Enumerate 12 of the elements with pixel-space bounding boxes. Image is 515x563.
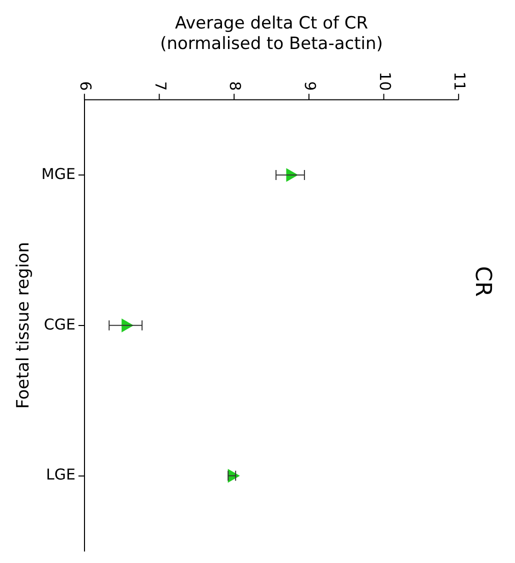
x-axis-title: Average delta Ct of CR (normalised to Beta-actin) <box>160 14 383 54</box>
x-tick-label: 10 <box>376 72 394 91</box>
y-tick-label: MGE <box>41 164 76 183</box>
y-tick-label: CGE <box>44 315 76 334</box>
x-tick-label: 9 <box>301 81 320 91</box>
x-tick-label: 8 <box>226 81 244 91</box>
x-tick-label: 6 <box>76 81 95 91</box>
x-tick-label: 7 <box>151 81 170 91</box>
y-tick-label: LGE <box>46 466 76 484</box>
x-tick-label: 11 <box>450 72 469 91</box>
y-axis-title: Foetal tissue region <box>14 242 34 409</box>
text: CR <box>470 266 496 297</box>
